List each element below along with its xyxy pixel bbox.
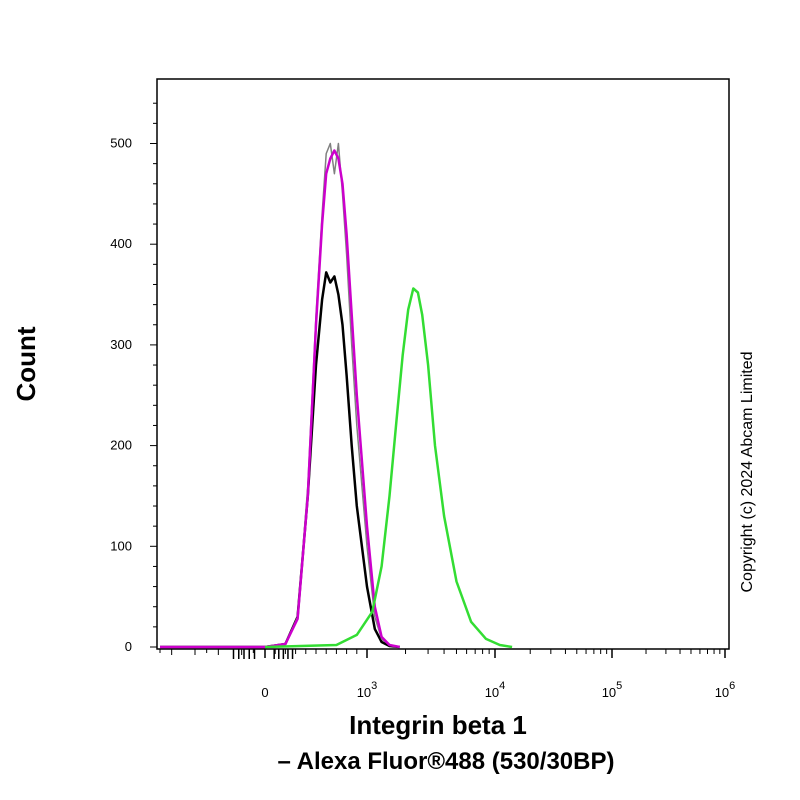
histogram-gray xyxy=(160,142,400,648)
histogram-green xyxy=(264,287,513,649)
histogram-magenta xyxy=(160,149,400,649)
x-tick-label-base: 0 xyxy=(261,685,268,700)
x-tick-label-base: 10 xyxy=(602,685,616,700)
histogram-black xyxy=(160,271,400,649)
histogram-series xyxy=(160,142,513,649)
x-tick-label: 104 xyxy=(485,680,506,700)
x-tick-label-exponent: 5 xyxy=(616,680,622,692)
x-tick-label-exponent: 6 xyxy=(729,680,735,692)
plot-frame xyxy=(156,78,730,650)
x-tick-label: 103 xyxy=(357,680,378,700)
x-tick-label-base: 10 xyxy=(357,685,371,700)
x-tick-label-exponent: 4 xyxy=(499,680,505,692)
y-axis-title: Count xyxy=(11,326,41,401)
y-tick-label: 200 xyxy=(110,438,132,453)
copyright-notice: Copyright (c) 2024 Abcam Limited xyxy=(739,352,756,593)
y-tick-label: 500 xyxy=(110,136,132,151)
x-tick-label: 0 xyxy=(261,685,268,700)
y-tick-label: 400 xyxy=(110,236,132,251)
y-tick-label: 300 xyxy=(110,337,132,352)
x-tick-label: 106 xyxy=(715,680,736,700)
x-axis-title-line1: Integrin beta 1 xyxy=(349,710,527,740)
y-tick-label: 100 xyxy=(110,538,132,553)
x-axis-title-line2: – Alexa Fluor®488 (530/30BP) xyxy=(278,748,615,775)
plot-border xyxy=(156,78,730,650)
x-tick-label: 105 xyxy=(602,680,623,700)
y-axis-ticks: 0 100 200 300 400 500 xyxy=(110,102,157,654)
x-tick-label-exponent: 3 xyxy=(371,680,377,692)
y-tick-label: 0 xyxy=(125,639,132,654)
x-tick-label-base: 10 xyxy=(485,685,499,700)
x-axis-ticks: 0 103 104 105 106 xyxy=(159,649,736,700)
x-tick-label-base: 10 xyxy=(715,685,729,700)
